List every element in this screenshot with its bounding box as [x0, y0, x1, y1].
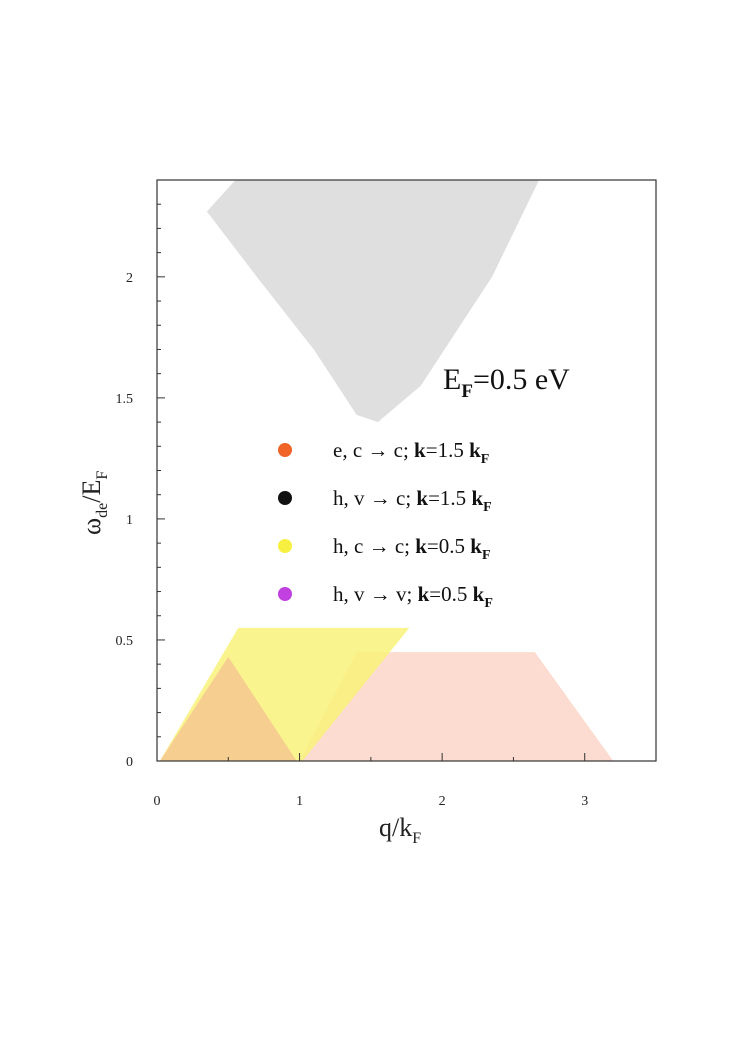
fermi-energy-annotation: EF=0.5 eV [443, 363, 570, 402]
legend-marker [278, 491, 292, 505]
area-series-1 [299, 652, 614, 761]
y-tick-label: 2 [126, 271, 133, 286]
legend: e, c → c; k=1.5 kF h, v → c; k=1.5 kF h, c… [278, 438, 493, 611]
legend-marker [278, 443, 292, 457]
legend-label: e, c → c; k=1.5 kF [333, 438, 489, 467]
y-tick-label: 0 [126, 755, 133, 770]
x-tick-label: 3 [581, 794, 588, 809]
x-tick-label: 0 [154, 794, 161, 809]
y-tick-label: 1 [126, 513, 133, 528]
legend-label: h, v → c; k=1.5 kF [333, 486, 492, 515]
area-fills [159, 180, 614, 761]
x-tick-label: 2 [439, 794, 446, 809]
area-series-4 [159, 656, 297, 761]
legend-label: h, c → c; k=0.5 kF [333, 534, 491, 563]
y-tick-label: 0.5 [116, 634, 134, 649]
legend-marker [278, 539, 292, 553]
x-tick-label: 1 [296, 794, 303, 809]
axis-ticks: 0 1 2 3 0 0.5 1 1.5 2 [116, 203, 588, 809]
y-axis-title: ωde/EF [77, 471, 111, 535]
legend-label: h, v → v; k=0.5 kF [333, 582, 493, 611]
y-tick-label: 1.5 [116, 392, 134, 407]
x-axis-title: q/kF [379, 813, 421, 847]
legend-marker [278, 587, 292, 601]
area-series-2 [206, 180, 540, 423]
